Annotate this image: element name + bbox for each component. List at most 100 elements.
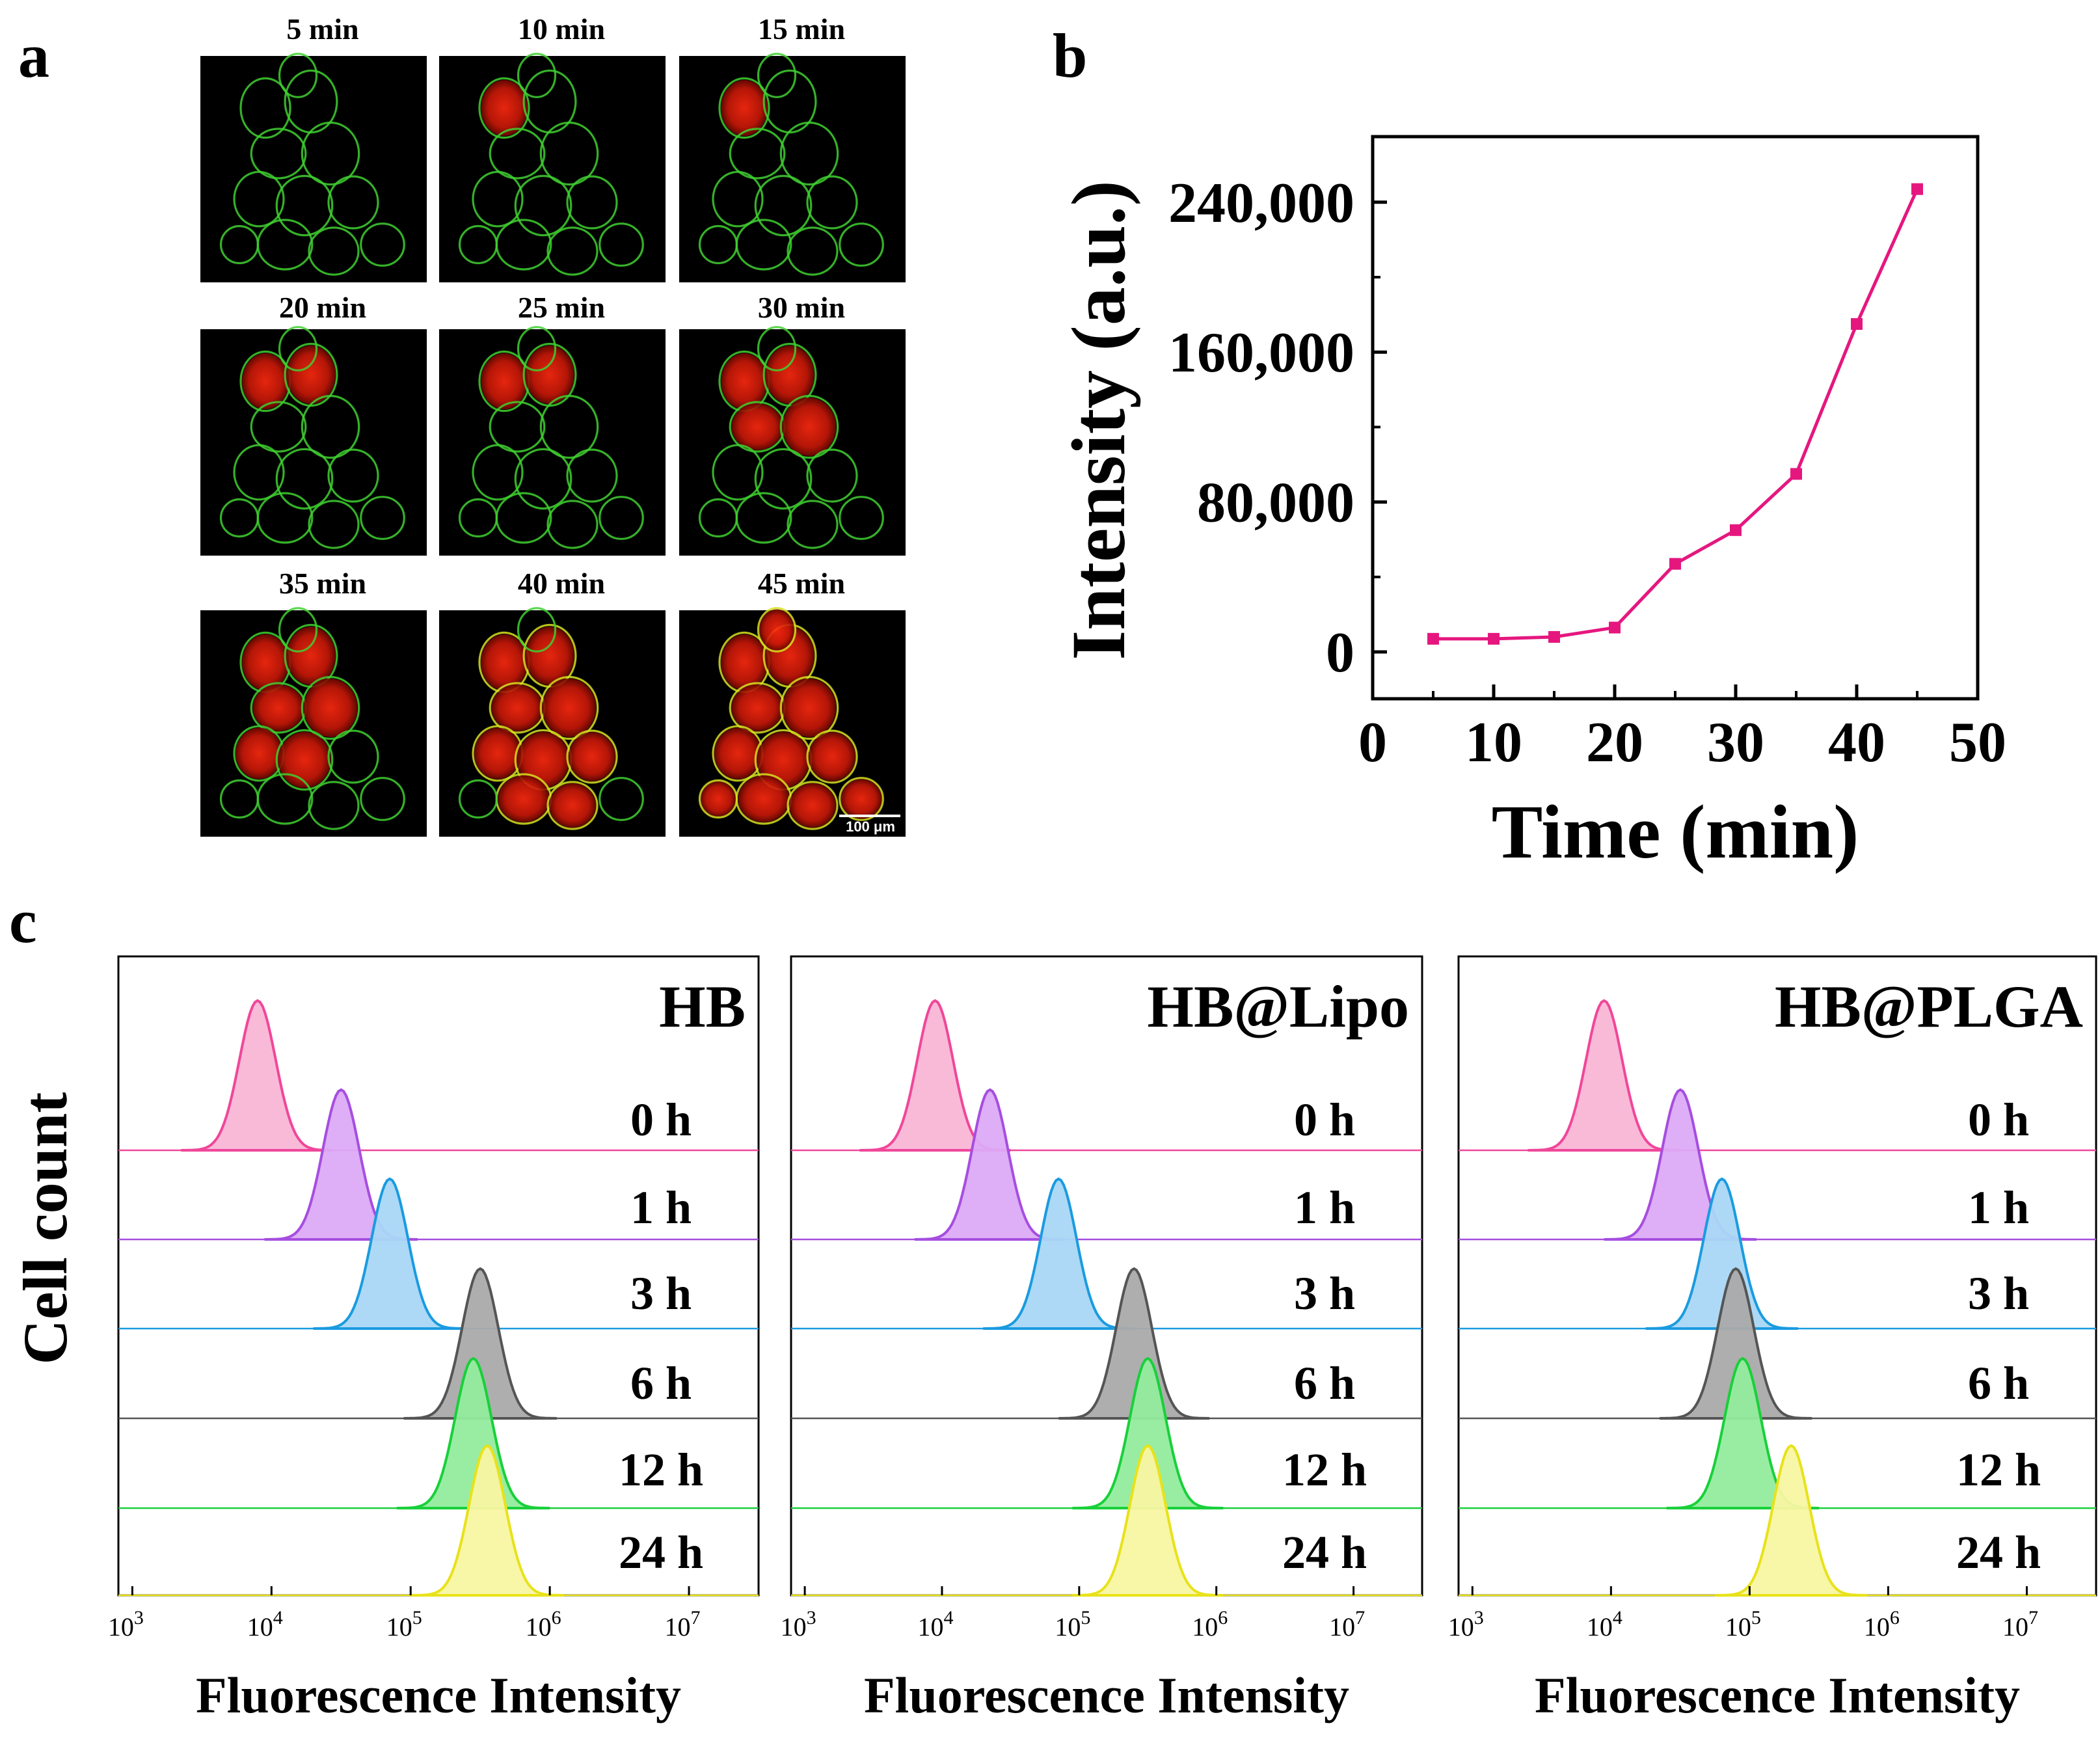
x-tick-label: 30	[1707, 711, 1764, 774]
series-label: 24 h	[619, 1526, 703, 1578]
x-tick-base: 10	[108, 1612, 134, 1642]
micrograph-label: 20 min	[279, 291, 366, 324]
red-cell	[286, 627, 336, 685]
x-tick-exponent: 6	[552, 1607, 561, 1628]
cell-membrane	[757, 607, 797, 653]
cell-membrane	[360, 496, 405, 540]
cell-membrane	[566, 729, 618, 784]
red-cell	[759, 609, 794, 651]
micrograph-tile: 40 min	[439, 567, 666, 837]
cell-membrane	[250, 128, 307, 180]
cell-membrane	[301, 675, 360, 740]
histogram-curve	[1058, 1267, 1210, 1420]
micrograph-label: 45 min	[758, 567, 845, 600]
series-label: 24 h	[1282, 1526, 1367, 1578]
x-tick-exponent: 4	[273, 1607, 283, 1628]
histogram-curve	[181, 999, 334, 1152]
cell-membrane	[360, 777, 405, 821]
x-tick-exponent: 7	[2028, 1607, 2038, 1628]
x-tick-base: 10	[526, 1612, 552, 1642]
c-x-axis-label: Fluorescence Intensity	[1535, 1667, 2020, 1723]
x-tick-base: 10	[1055, 1612, 1081, 1642]
cell-membrane	[360, 223, 405, 267]
series-label: 0 h	[1294, 1094, 1355, 1146]
micrograph-label: 5 min	[286, 12, 358, 46]
x-tick-base: 10	[1329, 1612, 1355, 1642]
red-cell	[765, 345, 814, 404]
series-label: 1 h	[1968, 1182, 2029, 1234]
cell-membrane	[308, 500, 360, 549]
x-tick-label: 107	[665, 1607, 701, 1642]
red-cell	[721, 634, 768, 691]
cell-membrane	[599, 496, 644, 540]
cell-membrane	[458, 224, 498, 265]
cell-membrane	[754, 174, 813, 237]
cell-membrane	[757, 326, 797, 372]
x-tick-base: 10	[1864, 1612, 1890, 1642]
x-tick-exponent: 7	[1355, 1607, 1365, 1628]
histogram-curve	[1659, 1267, 1812, 1420]
panel-label-c: c	[9, 886, 37, 956]
red-cell	[525, 345, 574, 404]
cell-membrane	[275, 729, 334, 791]
data-point	[1730, 524, 1742, 536]
data-point	[1911, 183, 1923, 195]
cell-membrane	[546, 781, 599, 830]
red-cell	[491, 684, 543, 731]
x-tick-label: 104	[1587, 1607, 1622, 1642]
x-tick-base: 10	[2002, 1612, 2028, 1642]
red-cell	[498, 776, 550, 822]
red-cell	[303, 679, 358, 737]
x-tick-label: 103	[108, 1607, 144, 1642]
x-tick-base: 10	[1725, 1612, 1751, 1642]
x-tick-label: 20	[1586, 711, 1643, 774]
x-tick-exponent: 5	[1751, 1607, 1761, 1628]
micrograph-tile: 25 min	[439, 291, 666, 556]
cell-membrane	[327, 175, 379, 230]
red-cell	[714, 727, 761, 779]
micrograph-tile: 10 min	[439, 12, 666, 282]
cell-membrane	[514, 448, 572, 510]
red-cell	[841, 779, 882, 819]
x-tick-base: 10	[781, 1612, 807, 1642]
red-cell	[252, 684, 304, 731]
c-x-axis-label: Fluorescence Intensity	[196, 1667, 681, 1723]
histogram-title: HB@Lipo	[1147, 973, 1409, 1040]
red-cell	[721, 353, 768, 410]
red-cell	[286, 345, 336, 404]
cell-membrane	[546, 226, 599, 276]
histogram-curve	[313, 1177, 466, 1330]
x-tick-label: 106	[1192, 1607, 1228, 1642]
cell-membrane	[308, 226, 360, 276]
cell-membrane	[250, 401, 307, 453]
red-cell	[542, 679, 597, 737]
histogram-curve	[1715, 1444, 1868, 1597]
cell-membrane	[779, 121, 839, 186]
red-cell	[481, 79, 528, 137]
series-line	[1433, 188, 1919, 641]
cell-membrane	[599, 223, 644, 267]
cell-membrane	[489, 128, 546, 180]
red-cell	[701, 781, 736, 817]
cell-membrane	[517, 326, 557, 372]
cell-membrane	[472, 170, 524, 228]
cell-membrane	[566, 175, 618, 230]
histogram-curve	[983, 1177, 1135, 1330]
histogram-title: HB@PLGA	[1775, 973, 2083, 1040]
x-tick-label: 50	[1949, 711, 2006, 774]
red-cell	[481, 634, 528, 691]
series-label: 0 h	[1968, 1094, 2029, 1146]
x-tick-base: 10	[247, 1612, 273, 1642]
cell-membrane	[278, 607, 318, 653]
red-cell	[525, 627, 574, 685]
micrograph-tile: 30 min	[679, 291, 906, 556]
series-label: 12 h	[1956, 1444, 2041, 1496]
cell-membrane	[539, 675, 599, 740]
x-tick-label: 105	[1725, 1607, 1761, 1642]
x-tick-base: 10	[665, 1612, 691, 1642]
x-tick-exponent: 6	[1218, 1607, 1228, 1628]
series-label: 6 h	[1968, 1357, 2029, 1409]
histogram-curve	[1528, 999, 1680, 1152]
cell-membrane	[327, 448, 379, 503]
